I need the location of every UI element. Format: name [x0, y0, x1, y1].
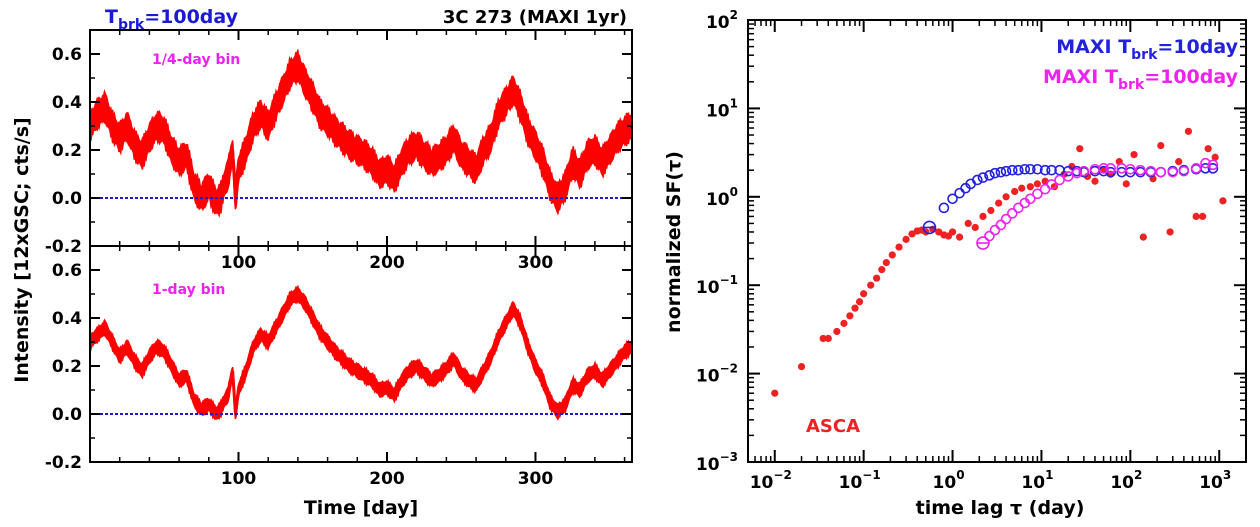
data-point: [867, 282, 874, 289]
bottom-panel-ticks: 100 200 300 -0.2 0.0 0.2 0.4 0.6: [45, 246, 632, 489]
data-point: [873, 275, 880, 282]
data-point: [771, 390, 778, 397]
data-point: [1034, 180, 1041, 187]
y-tick-label: 0.0: [52, 189, 82, 209]
data-point: [1018, 185, 1025, 192]
intensity-axis-title: Intensity [12xGSC; cts/s]: [11, 117, 33, 382]
data-point: [996, 220, 1005, 229]
top-curve-line: [90, 66, 632, 203]
data-point: [956, 234, 963, 241]
y-tick-label: 0.2: [52, 357, 82, 377]
data-point: [1185, 128, 1192, 135]
data-point: [1156, 168, 1165, 177]
y-tick-label: 0.6: [52, 261, 82, 281]
data-point: [985, 232, 994, 241]
x-tick-label: 102: [1110, 468, 1142, 493]
top-curve-band: [90, 50, 632, 216]
data-point: [1002, 193, 1009, 200]
data-point: [1055, 175, 1064, 184]
x-tick-label: 10−2: [750, 468, 792, 493]
data-point: [840, 320, 847, 327]
data-point: [1140, 234, 1147, 241]
y-tick-label: 10−2: [696, 362, 738, 387]
data-point: [1157, 142, 1164, 149]
asca-label: ASCA: [806, 416, 860, 437]
y-tick-label: 0.4: [52, 93, 82, 113]
data-point: [1011, 188, 1018, 195]
data-point: [949, 228, 956, 235]
data-point: [878, 266, 885, 273]
data-point: [1219, 197, 1226, 204]
y-tick-label: 102: [706, 8, 738, 33]
y-tick-label: 0.0: [52, 405, 82, 425]
data-point: [1130, 151, 1137, 158]
data-point: [1175, 158, 1182, 165]
x-tick-label: 103: [1199, 468, 1231, 493]
figure-title: 3C 273 (MAXI 1yr): [443, 7, 627, 28]
sf-axis-title: normalized SF(τ): [663, 151, 685, 333]
y-tick-label: -0.2: [45, 237, 82, 257]
time-axis-title: Time [day]: [304, 497, 418, 519]
data-point: [860, 290, 867, 297]
data-point: [825, 335, 832, 342]
bottom-light-curve: [90, 286, 632, 419]
bottom-panel-frame: [90, 246, 632, 462]
y-tick-label: 0.2: [52, 141, 82, 161]
legend-entry-maxi-10day: MAXI Tbrk=10day: [1056, 36, 1238, 63]
data-point: [995, 199, 1002, 206]
data-point: [1014, 203, 1023, 212]
data-point: [965, 220, 972, 227]
lag-axis-title: time lag τ (day): [916, 497, 1085, 519]
x-tick-label: 101: [1021, 468, 1053, 493]
data-point: [955, 189, 964, 198]
data-point: [1199, 213, 1206, 220]
data-point: [1193, 213, 1200, 220]
data-point: [939, 203, 948, 212]
data-point: [889, 251, 896, 258]
data-point: [979, 213, 986, 220]
data-point: [972, 224, 979, 231]
x-tick-label: 300: [518, 469, 554, 489]
bottom-light-curve-panel: 100 200 300 -0.2 0.0 0.2 0.4 0.6 1-day bin Time…: [11, 117, 632, 519]
x-tick-label: 200: [369, 469, 405, 489]
bottom-bin-label: 1-day bin: [152, 282, 225, 298]
data-point: [1166, 228, 1173, 235]
data-point: [833, 328, 840, 335]
series-maxi-100day: [977, 159, 1217, 249]
top-bin-label: 1/4-day bin: [152, 52, 240, 68]
x-tick-label: 100: [933, 468, 965, 493]
y-tick-label: -0.2: [45, 453, 82, 473]
legend-entry-maxi-100day: MAXI Tbrk=100day: [1043, 66, 1239, 93]
y-tick-label: 101: [706, 96, 738, 121]
data-point: [1041, 185, 1050, 194]
x-tick-label: 10−1: [839, 468, 881, 493]
y-tick-label: 0.4: [52, 309, 82, 329]
model-label: Tbrk=100day: [105, 6, 239, 33]
structure-function-panel: 10−2 10−1 100 101 102 103 10−3 10−2 10−1 100 101 10…: [663, 8, 1246, 519]
data-point: [1091, 178, 1098, 185]
data-point: [1123, 180, 1130, 187]
data-point: [902, 236, 909, 243]
y-tick-label: 10−1: [696, 273, 738, 298]
top-light-curve: [90, 50, 632, 216]
top-light-curve-panel: 100 200 300-0.20.00.20.40.6 Tbrk=100day 3C…: [45, 6, 632, 273]
data-point: [1205, 145, 1212, 152]
y-tick-label: 10−3: [696, 450, 738, 475]
data-point: [798, 363, 805, 370]
data-point: [895, 243, 902, 250]
y-tick-label: 0.6: [52, 45, 82, 65]
data-point: [846, 312, 853, 319]
data-point: [1027, 183, 1034, 190]
data-point: [851, 305, 858, 312]
data-point: [990, 226, 999, 235]
data-point: [1076, 145, 1083, 152]
y-tick-label: 100: [706, 185, 738, 210]
data-point: [856, 298, 863, 305]
x-tick-label: 100: [221, 469, 257, 489]
data-point: [987, 207, 994, 214]
data-point: [883, 259, 890, 266]
structure-function-points: [771, 128, 1226, 397]
